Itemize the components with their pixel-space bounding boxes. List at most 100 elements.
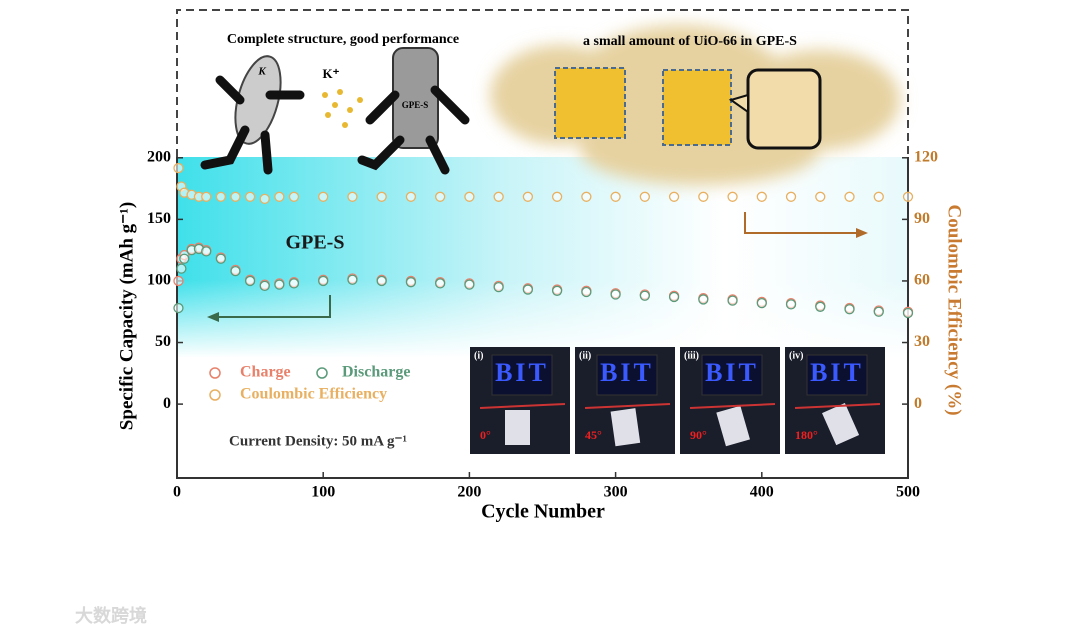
data-point (201, 191, 212, 202)
sample-label: GPE-S (286, 232, 345, 254)
data-point (668, 291, 680, 303)
photo-cell (716, 405, 750, 447)
y-axis-label: Specific Capacity (mAh g⁻¹) (116, 202, 137, 430)
x-tick-label: 200 (457, 484, 481, 501)
left-caption: Complete structure, good performance (227, 32, 459, 47)
photos: BIT (i) 0° BIT (ii) 45° BIT (iii) 90° BIT (iv) 180° (470, 347, 885, 454)
legend-marker (209, 389, 221, 401)
photo-sign (596, 354, 658, 396)
data-point (873, 306, 884, 317)
data-point (873, 191, 884, 202)
data-point (639, 191, 650, 202)
data-point (727, 191, 738, 202)
legend-marker (209, 367, 221, 379)
data-point (244, 191, 256, 202)
data-point (230, 191, 241, 202)
data-point (522, 284, 534, 295)
data-point (581, 191, 592, 202)
x-axis-label: Cycle Number (481, 501, 605, 523)
data-point (173, 302, 184, 314)
arrow-efficiency (744, 212, 862, 234)
data-point (244, 275, 256, 287)
photo-angle: 45° (585, 428, 602, 442)
data-point (844, 191, 855, 202)
data-point (274, 191, 285, 202)
data-point (179, 253, 190, 264)
photo-label: (i) (474, 350, 483, 361)
legend-marker (316, 367, 328, 379)
right-caption: a small amount of UiO-66 in GPE-S (583, 34, 797, 49)
data-point (405, 277, 417, 288)
photo-sign-text: BIT (600, 358, 654, 387)
data-point (493, 191, 504, 202)
legend-label: Charge (240, 364, 291, 381)
x-tick-label: 100 (311, 484, 335, 501)
y-tick-label: 50 (155, 333, 171, 350)
y-tick-label: 100 (147, 272, 171, 289)
k-figure (200, 55, 305, 175)
photo-label: (iv) (789, 350, 803, 361)
data-point (435, 191, 446, 202)
data-point (215, 253, 227, 264)
photo-wire (479, 403, 566, 409)
y2-tick-label: 30 (914, 333, 930, 350)
data-point (201, 246, 212, 257)
data-point (756, 191, 767, 202)
data-point (668, 191, 680, 202)
data-point (259, 193, 270, 204)
photo-angle: 90° (690, 428, 707, 442)
legend-label: Discharge (342, 364, 410, 381)
y2-tick-label: 0 (914, 395, 922, 412)
photo-sign (491, 354, 553, 396)
data-point (288, 278, 300, 289)
data-point (347, 274, 358, 285)
data-point (215, 191, 227, 202)
photo-cell (822, 403, 860, 446)
data-point (493, 281, 504, 293)
data-point (173, 275, 184, 287)
x-tick-label: 300 (604, 484, 628, 501)
data-point (902, 307, 914, 319)
frameworks (554, 67, 822, 150)
background-fade (177, 280, 908, 358)
y2-tick-label: 90 (914, 210, 930, 227)
photo-sign-text: BIT (705, 358, 759, 387)
data-point (435, 278, 446, 289)
data-point (464, 191, 475, 202)
photo-label: (iii) (684, 350, 699, 361)
y-tick-label: 200 (147, 148, 171, 165)
frame (176, 9, 909, 157)
photo-sign-text: BIT (495, 358, 549, 387)
data-point (376, 191, 387, 202)
data-point (318, 191, 329, 202)
data-point (551, 285, 563, 296)
gpe-figure (357, 47, 470, 175)
data-point (318, 275, 329, 287)
data-point (176, 263, 187, 274)
data-point (844, 304, 855, 315)
data-point (785, 299, 797, 310)
anode-label: K (257, 66, 266, 78)
legend-label: Coulombic Efficiency (240, 386, 387, 403)
photo-sign (701, 354, 763, 396)
x-tick-label: 500 (896, 484, 920, 501)
photo-sign (806, 354, 868, 396)
data-point (581, 286, 592, 298)
data-point (610, 191, 621, 202)
current-label: Current Density: 50 mA g⁻¹ (229, 433, 407, 449)
data-point (698, 191, 709, 202)
arrow-head (856, 228, 868, 238)
data-point (756, 297, 767, 309)
data-point (551, 191, 563, 202)
data-point (698, 294, 709, 305)
photo-cell (505, 410, 530, 445)
data-point (902, 191, 914, 202)
photo-label: (ii) (579, 350, 591, 361)
photo-wire (584, 403, 671, 409)
y2-tick-label: 120 (914, 148, 938, 165)
data-point (288, 191, 300, 202)
data-point (610, 289, 621, 300)
y2-tick-label: 60 (914, 272, 930, 289)
photo-angle: 180° (795, 428, 818, 442)
